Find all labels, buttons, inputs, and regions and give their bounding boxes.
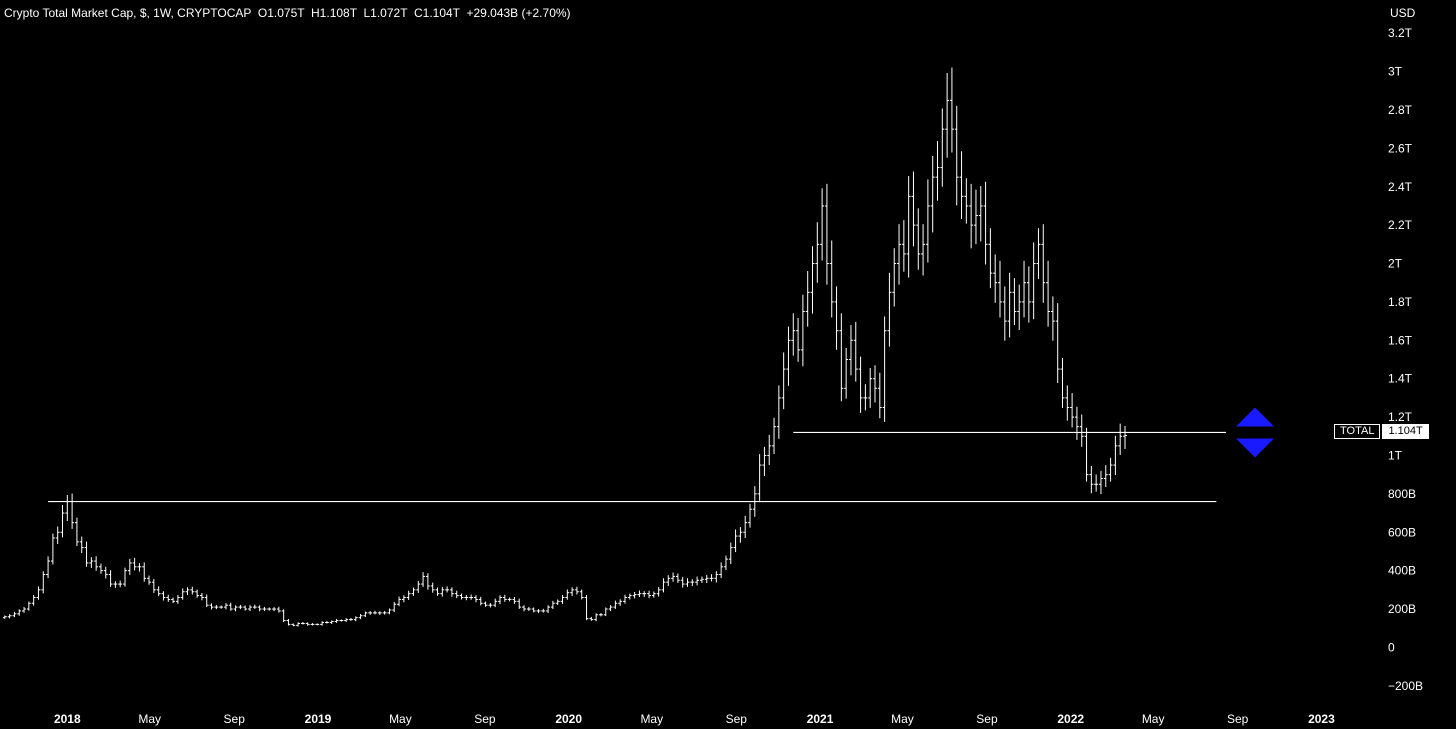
- ohlc-bars: [2, 67, 1127, 627]
- x-axis[interactable]: 2018 May Sep 2019 May Sep 2020 May Sep 2021 May Sep…: [54, 712, 1335, 726]
- x-tick-label: 2020: [555, 712, 582, 726]
- y-tick-label: 2.8T: [1388, 103, 1413, 117]
- chart-legend: Crypto Total Market Cap, $, 1W, CRYPTOCA…: [4, 6, 571, 20]
- horizontal-levels[interactable]: [48, 431, 1226, 503]
- arrow-up-icon[interactable]: [1236, 407, 1274, 427]
- y-tick-label: 1.4T: [1388, 372, 1413, 386]
- arrow-controls[interactable]: [1236, 407, 1274, 458]
- arrow-down-icon[interactable]: [1236, 438, 1274, 458]
- x-tick-label: 2018: [54, 712, 81, 726]
- y-tick-label: 2.4T: [1388, 180, 1413, 194]
- x-tick-label: May: [389, 712, 412, 726]
- x-tick-label: 2022: [1057, 712, 1084, 726]
- x-tick-label: May: [1142, 712, 1165, 726]
- y-tick-label: 0: [1388, 640, 1395, 654]
- y-tick-label: 400B: [1388, 564, 1416, 578]
- x-tick-label: May: [891, 712, 914, 726]
- x-tick-label: 2023: [1308, 712, 1335, 726]
- y-tick-label: 1.2T: [1388, 410, 1413, 424]
- x-tick-label: Sep: [976, 712, 998, 726]
- y-tick-label: 800B: [1388, 487, 1416, 501]
- x-tick-label: 2021: [807, 712, 834, 726]
- y-tick-label: 3.2T: [1388, 26, 1413, 40]
- y-tick-label: 1.6T: [1388, 333, 1413, 347]
- y-axis[interactable]: 3.2T 3T 2.8T 2.6T 2.4T 2.2T 2T 1.8T 1.6T 1.4T 1.2T…: [1388, 26, 1423, 693]
- x-tick-label: Sep: [474, 712, 496, 726]
- x-tick-label: Sep: [224, 712, 246, 726]
- x-tick-label: Sep: [726, 712, 748, 726]
- y-tick-label: 200B: [1388, 602, 1416, 616]
- y-tick-label: 1.8T: [1388, 295, 1413, 309]
- y-tick-label: 2T: [1388, 257, 1403, 271]
- currency-label[interactable]: USD: [1390, 6, 1416, 20]
- price-tag-name: TOTAL: [1334, 424, 1381, 439]
- y-tick-label: 2.6T: [1388, 141, 1413, 155]
- x-tick-label: May: [640, 712, 663, 726]
- y-tick-label: 2.2T: [1388, 218, 1413, 232]
- y-tick-label: −200B: [1388, 679, 1423, 693]
- x-tick-label: Sep: [1227, 712, 1249, 726]
- price-tag: TOTAL 1.104T: [1334, 424, 1429, 439]
- y-tick-label: 1T: [1388, 448, 1403, 462]
- y-tick-label: 600B: [1388, 525, 1416, 539]
- price-tag-value: 1.104T: [1382, 424, 1429, 439]
- y-tick-label: 3T: [1388, 65, 1403, 79]
- x-tick-label: 2019: [305, 712, 332, 726]
- x-tick-label: May: [138, 712, 161, 726]
